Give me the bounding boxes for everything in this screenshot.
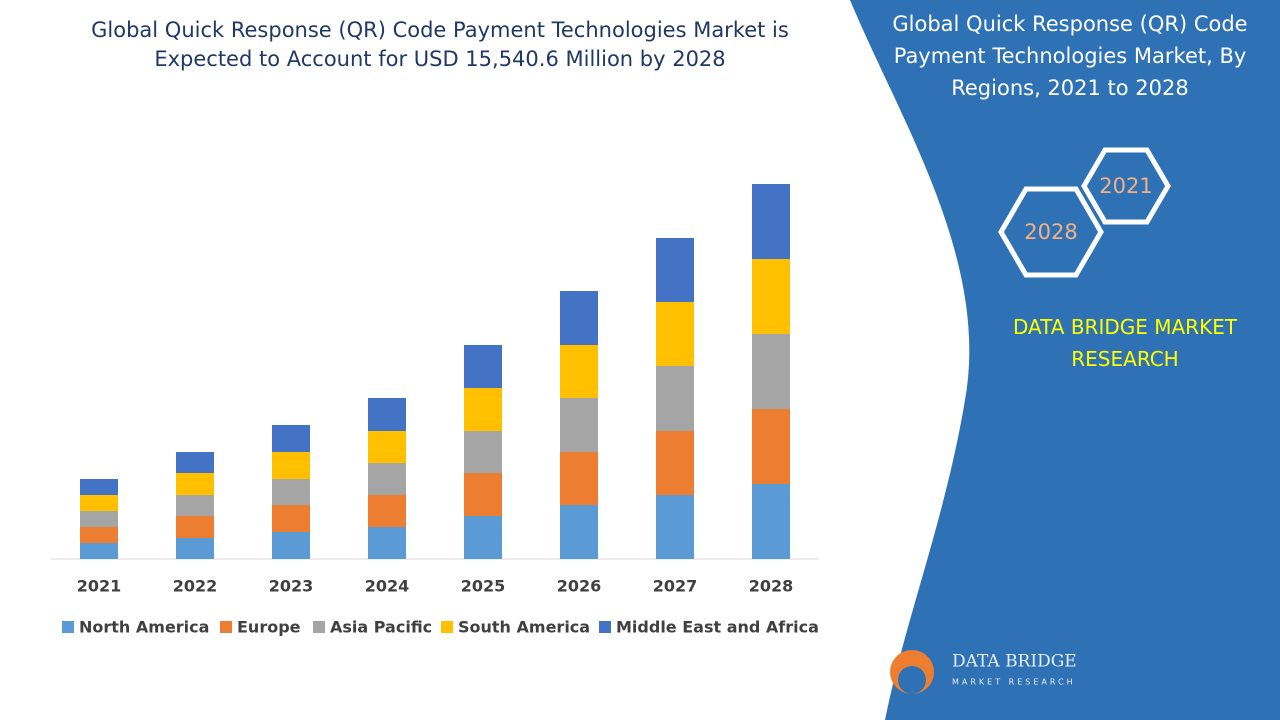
x-tick-label: 2024	[365, 577, 410, 596]
bar-segment	[272, 532, 310, 559]
brand: DATA BRIDGE MARKET RESEARCH	[1012, 315, 1238, 371]
bar-segment	[464, 345, 502, 388]
legend-swatch	[313, 621, 325, 633]
bar-segment	[80, 479, 118, 495]
bar-segment	[176, 452, 214, 473]
bar-segment	[656, 431, 694, 495]
logo: DATA BRIDGE MARKET RESEARCH	[890, 650, 1077, 694]
hexagon-label: 2021	[1099, 174, 1152, 198]
bar-segment	[272, 452, 310, 479]
x-tick-label: 2028	[749, 577, 794, 596]
bar-segment	[656, 238, 694, 302]
bar-segment	[752, 484, 790, 559]
hexagon	[1081, 147, 1171, 225]
bar-segment	[80, 527, 118, 543]
bar-segment	[560, 398, 598, 452]
bar-segment	[368, 495, 406, 527]
bar-segment	[272, 479, 310, 505]
x-tick-label: 2025	[461, 577, 506, 596]
bar-segment	[272, 505, 310, 532]
legend-label: South America	[458, 618, 590, 637]
legend-swatch	[599, 621, 611, 633]
legend-label: Middle East and Africa	[616, 618, 819, 637]
legend-swatch	[220, 621, 232, 633]
legend-label: Asia Pacific	[330, 618, 432, 637]
bar-segment	[656, 495, 694, 559]
bar-segment	[560, 452, 598, 505]
bar-segment	[560, 291, 598, 345]
bar-segment	[464, 473, 502, 516]
hexagon-label: 2028	[1024, 220, 1077, 244]
x-tick-label: 2022	[173, 577, 218, 596]
bar-segment	[80, 495, 118, 511]
x-tick-label: 2027	[653, 577, 698, 596]
chart-title: Global Quick Response (QR) Code Payment …	[91, 18, 789, 71]
bar-segment	[80, 511, 118, 527]
bar-segment	[752, 409, 790, 484]
bar-segment	[368, 463, 406, 495]
bar-segment	[560, 345, 598, 398]
x-tick-label: 2026	[557, 577, 602, 596]
bar-segment	[176, 495, 214, 516]
legend-swatch	[62, 621, 74, 633]
bar-segment	[80, 543, 118, 559]
bar-segment	[656, 302, 694, 366]
bar-segment	[752, 184, 790, 259]
bar-segment	[464, 431, 502, 473]
logo-name: DATA BRIDGE	[952, 652, 1077, 672]
bar-segment	[272, 425, 310, 452]
legend-label: Europe	[237, 618, 301, 637]
bar-segment	[368, 527, 406, 559]
bar-segment	[176, 516, 214, 538]
bar-segment	[464, 516, 502, 559]
bar-segment	[656, 366, 694, 431]
bar-segment	[368, 431, 406, 463]
bar-segment	[368, 398, 406, 431]
bar-segment	[752, 334, 790, 409]
legend-label: North America	[79, 618, 209, 637]
x-tick-label: 2021	[77, 577, 122, 596]
bar-segment	[464, 388, 502, 431]
x-tick-label: 2023	[269, 577, 314, 596]
logo-tagline: MARKET RESEARCH	[952, 678, 1076, 687]
hexagon	[998, 186, 1104, 278]
bar-segment	[176, 473, 214, 495]
side-title: Global Quick Response (QR) Code Payment …	[892, 12, 1248, 100]
legend-swatch	[441, 621, 453, 633]
side-panel-bg	[850, 0, 1280, 720]
bar-segment	[560, 505, 598, 559]
logo-mark	[898, 666, 926, 694]
bar-segment	[176, 538, 214, 559]
bar-segment	[752, 259, 790, 334]
